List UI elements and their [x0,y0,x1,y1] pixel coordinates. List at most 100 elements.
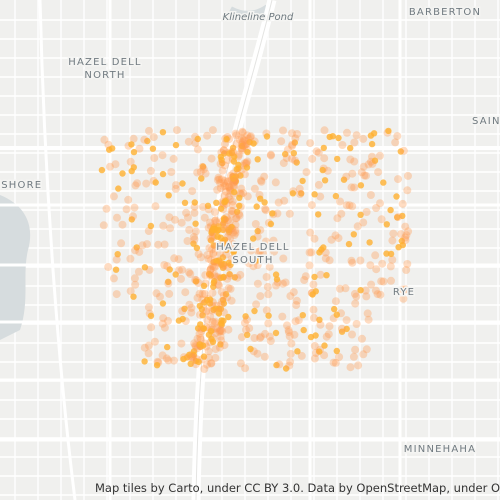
dot [210,262,219,271]
dot [175,317,183,324]
dot [206,265,215,274]
dot [206,255,215,264]
dot [333,214,342,223]
dot [191,139,200,148]
dot [181,199,189,206]
dot [199,163,207,170]
dot [160,240,169,249]
dot [252,300,261,309]
dot [262,306,271,315]
dot [401,236,410,245]
dot [177,339,186,348]
dot [371,251,380,260]
dot [190,235,199,244]
dot [135,247,144,256]
dot [229,183,238,192]
dot [230,175,237,182]
dot [359,218,368,227]
dot [343,325,350,333]
dot [138,241,147,250]
place-label: RYE [393,287,415,298]
dot [223,246,230,254]
dot [310,354,319,363]
dot [263,282,272,291]
dot [211,277,218,285]
dot [241,364,250,373]
dot [203,316,212,324]
dot [220,341,229,350]
dot [159,170,167,178]
dot [305,261,314,270]
dot [296,190,305,198]
dot [235,161,242,168]
dot [387,276,395,285]
dot [362,171,370,180]
dot [322,332,331,341]
dot [319,166,326,174]
dot [209,248,218,257]
dot [165,289,174,298]
dot [183,237,192,245]
dot [106,162,114,171]
dot [235,135,244,144]
dot [227,206,236,215]
dot [281,278,290,287]
dot [371,157,379,164]
dot [398,199,407,208]
dot [378,259,387,268]
dot [231,129,240,138]
dot [200,325,208,332]
dot [398,285,407,294]
dot [260,352,269,361]
dot [342,316,351,325]
dot [336,284,344,293]
dot [238,128,247,137]
dot [180,355,187,363]
dot [223,178,232,186]
dot [145,126,153,135]
dot [305,248,314,257]
dot [217,205,225,212]
dot [147,312,155,319]
dot [185,225,194,234]
dot [219,146,228,155]
dot [230,247,238,255]
dot [217,336,226,345]
dot [256,247,264,256]
dot [237,165,246,174]
dot [109,192,118,201]
dot [213,176,222,184]
dot [385,127,392,135]
dot [236,202,243,209]
dot [354,361,363,370]
dot [165,192,172,199]
dot [247,246,256,255]
dot [279,126,287,135]
dot [367,132,375,139]
dot [198,290,207,298]
dot [206,312,215,321]
dot [208,262,217,271]
dot [272,329,280,337]
dot [320,144,327,152]
dot [394,213,403,222]
dot [349,352,358,361]
dot [253,261,262,269]
dot [187,360,194,367]
dot [291,156,299,165]
dot [220,161,229,170]
dot [194,135,201,143]
dot [253,203,260,210]
dot [229,181,238,190]
dot [325,256,334,265]
dot [146,166,155,175]
dot [261,206,270,215]
dot [218,166,227,175]
dot [312,147,321,156]
dot [282,150,289,158]
dot [217,288,226,297]
dot [219,182,228,191]
dot [312,349,320,357]
dot [264,290,273,299]
dot [261,329,270,338]
